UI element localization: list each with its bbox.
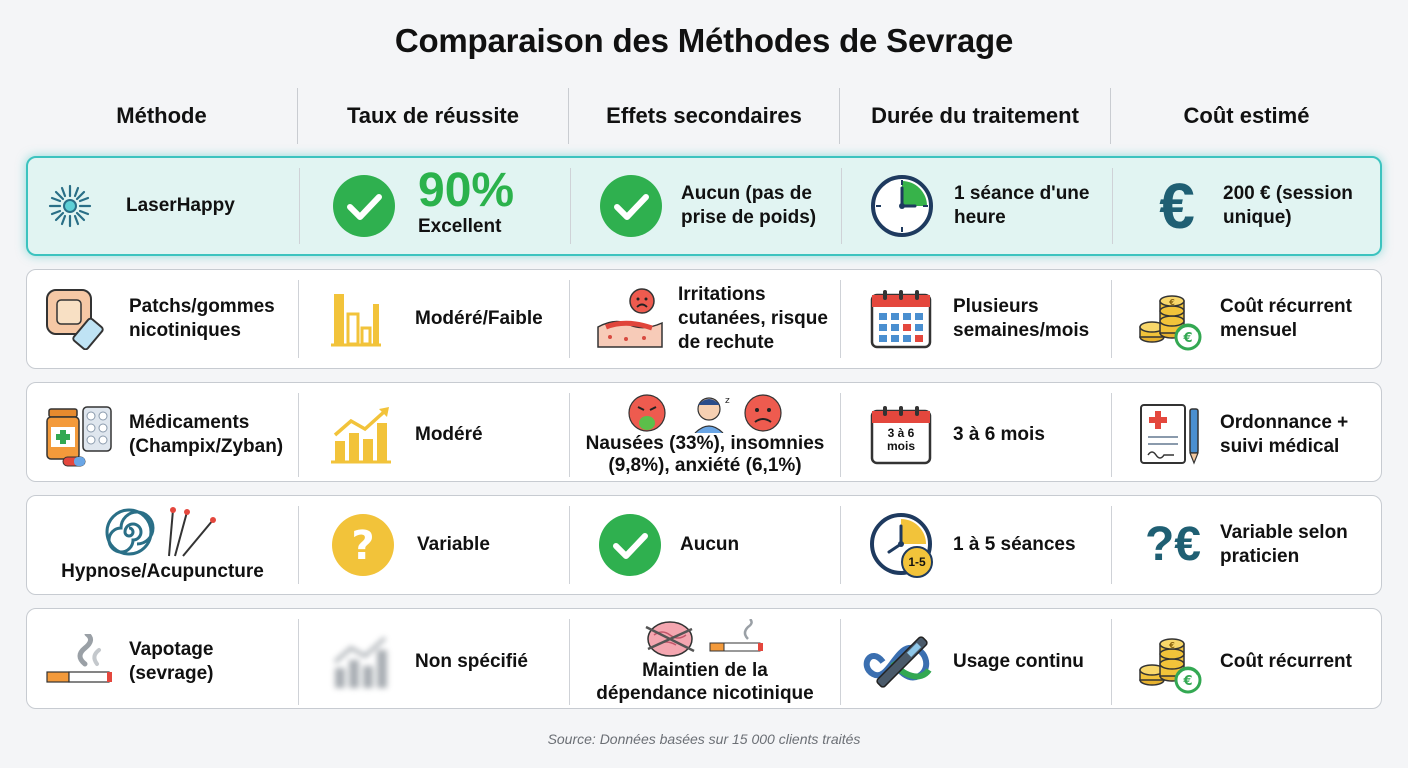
success-cell: Non spécifié	[298, 619, 569, 705]
svg-text:?: ?	[351, 523, 374, 569]
bar-chart-up-icon	[331, 405, 391, 465]
side-effects-cell: z Nausées (33%), insomnies (9,8%), anxié…	[569, 393, 840, 477]
side-effects-label: Irritations cutanées, risque de rechute	[678, 284, 828, 353]
cost-label: Coût récurrent	[1220, 651, 1352, 672]
svg-text:€: €	[1182, 331, 1192, 346]
prescription-icon	[1138, 403, 1204, 467]
clock-badge: 1-5	[908, 555, 926, 569]
coins-recurring-icon: € €	[1138, 630, 1206, 694]
table-row-hypnose: Hypnose/Acupuncture ? Variable Aucun	[26, 495, 1382, 595]
cost-label: Coût récurrent mensuel	[1220, 296, 1352, 341]
cost-cell: Ordonnance + suivi médical	[1111, 393, 1383, 477]
vape-infinity-icon	[863, 632, 941, 692]
success-rate-value: 90%	[418, 164, 515, 217]
method-label: Vapotage (sevrage)	[129, 639, 214, 684]
success-label: Non spécifié	[415, 651, 528, 672]
table-row-vapotage: Vapotage (sevrage) Non spécifié	[26, 608, 1382, 709]
success-label: Modéré	[415, 424, 483, 445]
header-cost: Coût estimé	[1110, 88, 1382, 144]
table-row-laserhappy: LaserHappy 90% Excellent Aucun (pas de p…	[26, 156, 1382, 256]
side-effects-cell: Irritations cutanées, risque de rechute	[569, 280, 840, 358]
duration-cell: 1-5 1 à 5 séances	[840, 506, 1111, 584]
header-success: Taux de réussite	[297, 88, 568, 144]
method-cell: Médicaments (Champix/Zyban)	[27, 393, 298, 477]
duration-cell: 1 séance d'une heure	[841, 168, 1112, 244]
green-check-icon	[598, 513, 662, 577]
cost-cell: € € Coût récurrent	[1111, 619, 1383, 705]
blurred-chart-icon	[331, 632, 391, 692]
brain-cigarette-icon	[640, 619, 770, 659]
method-label: Patchs/gommes nicotiniques	[129, 296, 275, 341]
svg-text:€: €	[1168, 641, 1175, 650]
success-cell: Modéré	[298, 393, 569, 477]
side-effects-cell: Maintien de la dépendance nicotinique	[569, 619, 840, 705]
green-check-icon	[599, 174, 663, 238]
duration-cell: Plusieurs semaines/mois	[840, 280, 1111, 358]
side-effects-cell: Aucun	[569, 506, 840, 584]
irritated-skin-icon	[596, 287, 664, 351]
header-side-effects: Effets secondaires	[568, 88, 839, 144]
success-cell: Modéré/Faible	[298, 280, 569, 358]
success-label: Modéré/Faible	[415, 308, 543, 329]
question-euro-icon: ?€	[1144, 518, 1201, 571]
method-label: LaserHappy	[126, 195, 235, 216]
duration-label: 3 à 6 mois	[953, 424, 1045, 445]
cost-cell: € € Coût récurrent mensuel	[1111, 280, 1383, 358]
spiral-needles-icon	[103, 506, 223, 558]
duration-label: Plusieurs semaines/mois	[953, 296, 1090, 341]
patch-gum-icon	[45, 288, 113, 350]
table-header: Méthode Taux de réussite Effets secondai…	[26, 88, 1382, 144]
coins-recurring-icon: € €	[1138, 287, 1206, 351]
success-rate-label: Excellent	[418, 216, 502, 237]
side-effects-label: Nausées (33%), insomnies (9,8%), anxiété…	[585, 433, 825, 476]
duration-label: 1 séance d'une heure	[954, 183, 1090, 228]
svg-text:z: z	[725, 396, 730, 406]
cigarette-icon	[45, 634, 113, 690]
duration-cell: Usage continu	[840, 619, 1111, 705]
method-cell: Vapotage (sevrage)	[27, 619, 298, 705]
duration-label: Usage continu	[953, 651, 1084, 672]
side-effects-label: Maintien de la dépendance nicotinique	[596, 660, 814, 704]
duration-label: 1 à 5 séances	[953, 534, 1076, 555]
side-effects-label: Aucun (pas de prise de poids)	[681, 183, 817, 228]
calendar-text: 3 à 6 mois	[886, 426, 915, 453]
success-cell: 90% Excellent	[299, 164, 570, 244]
clock-icon	[870, 174, 934, 238]
method-cell: Patchs/gommes nicotiniques	[27, 280, 298, 358]
medication-icon	[45, 403, 113, 467]
success-cell: ? Variable	[298, 506, 569, 584]
table-row-medicaments: Médicaments (Champix/Zyban) Modéré	[26, 382, 1382, 482]
clock-icon: 1-5	[869, 512, 935, 578]
svg-text:€: €	[1182, 674, 1192, 689]
table-row-patchs: Patchs/gommes nicotiniques Modéré/Faible	[26, 269, 1382, 369]
header-method: Méthode	[116, 103, 207, 128]
svg-text:€: €	[1168, 298, 1175, 307]
laser-burst-icon	[46, 182, 94, 230]
cost-cell: ?€ Variable selon praticien	[1111, 506, 1383, 584]
calendar-icon: 3 à 6 mois	[869, 403, 933, 467]
calendar-icon	[869, 287, 933, 351]
method-label: Médicaments (Champix/Zyban)	[129, 412, 284, 457]
cost-label: 200 € (session unique)	[1223, 183, 1353, 228]
method-cell: Hypnose/Acupuncture	[27, 506, 298, 584]
source-note: Source: Données basées sur 15 000 client…	[547, 731, 861, 747]
side-effects-cell: Aucun (pas de prise de poids)	[570, 168, 841, 244]
cost-cell: € 200 € (session unique)	[1112, 168, 1384, 244]
header-duration: Durée du traitement	[839, 88, 1110, 144]
euro-icon: €	[1159, 170, 1195, 242]
cost-label: Ordonnance + suivi médical	[1220, 412, 1349, 457]
method-label: Hypnose/Acupuncture	[61, 561, 264, 582]
side-effects-label: Aucun	[680, 534, 740, 555]
nausea-insomnia-anxiety-icon: z	[625, 393, 785, 433]
success-label: Variable	[417, 534, 490, 555]
green-check-icon	[332, 174, 396, 238]
cost-label: Variable selon praticien	[1220, 522, 1348, 567]
question-icon: ?	[331, 513, 395, 577]
bar-chart-low-icon	[331, 290, 381, 348]
duration-cell: 3 à 6 mois 3 à 6 mois	[840, 393, 1111, 477]
method-cell: LaserHappy	[28, 168, 299, 244]
page-title: Comparaison des Méthodes de Sevrage	[394, 22, 1014, 59]
